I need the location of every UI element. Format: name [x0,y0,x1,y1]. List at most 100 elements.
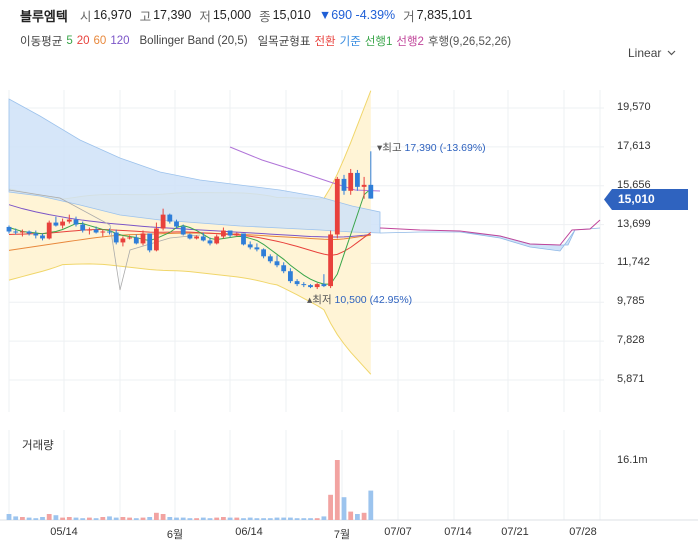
volume-bar [60,517,65,520]
volume-bar [20,517,25,520]
candle-body [214,236,220,244]
candle-body [127,237,132,239]
candle-body [133,237,139,244]
volume-bar [234,517,240,520]
candle-body [221,230,226,237]
date-tick-label: 07/21 [501,526,529,538]
candle-body [33,233,39,236]
candle-body [66,219,72,222]
candle-body [160,214,166,229]
candle-body [113,232,119,243]
candle-body [40,235,45,239]
price-tick-label: 13,699 [617,217,651,230]
candle-body [368,184,374,199]
candle-body [281,265,287,272]
candle-body [341,178,347,191]
candle-body [241,233,246,245]
high-annotation: ▾최고 17,390 (-13.69%) [377,142,486,154]
bollinger-label[interactable]: Bollinger Band (20,5) [139,35,248,47]
ma-label[interactable]: 이동평균 [20,36,63,48]
close-value: 15,010 [272,8,311,22]
volume-bar [100,517,106,520]
ichimoku-span1-label[interactable]: 선행1 [364,36,393,48]
candle-body [73,219,79,225]
candle-body [247,244,253,248]
candle-body [308,285,313,288]
ichimoku-label[interactable]: 일목균형표 [257,36,311,48]
volume-bar [361,512,367,520]
span2-future [379,219,601,246]
volume-bar [147,517,153,520]
price-tick-label: 15,656 [617,178,651,191]
ichimoku-lagging-label[interactable]: 후행(9,26,52,26) [427,36,512,48]
ichimoku-conversion-label[interactable]: 전환 [314,36,336,48]
ma60-line [8,232,371,251]
current-price-badge: 15,010 [604,189,688,210]
candle-body [174,221,179,227]
date-tick-label: 06/14 [235,526,263,538]
volume-bar [301,518,307,520]
scale-dropdown[interactable]: Linear [628,46,676,60]
price-tick-label: 19,570 [617,101,651,113]
chart-grid [0,90,698,521]
ma60-label[interactable]: 60 [93,35,107,47]
volume-bar [321,516,327,520]
volume-bar [261,518,266,520]
ichimoku-base-label[interactable]: 기준 [339,36,361,48]
candle-body [348,172,354,191]
candle-body [294,281,300,285]
volume-label: 거 [403,9,415,24]
candle-body [87,229,92,231]
candle-body [100,231,106,233]
candle-body [267,256,273,262]
indicator-lines [8,146,381,291]
volume-bar [241,518,246,520]
volume-bars [6,460,374,520]
candles [6,151,374,290]
volume-bar [140,517,146,520]
volume-bar [334,460,340,520]
candle-body [261,249,266,257]
change-value: ▼690 -4.39% [318,8,396,22]
candle-body [187,234,193,239]
candle-body [234,233,240,236]
lagging-line [229,146,381,192]
price-header: 블루엠텍 시 16,970 고 17,390 저 15,000 종 15,010… [20,6,480,24]
volume-bar [247,517,253,520]
volume-bar [53,515,59,520]
volume-bar [6,514,12,520]
candle-body [80,224,86,231]
volume-bar [288,517,293,520]
ma120-label[interactable]: 120 [110,35,130,47]
indicator-legend: 이동평균 5 20 60 120 Bollinger Band (20,5) 일… [20,33,515,49]
volume-bar [26,517,32,520]
volume-bar [328,494,333,520]
price-tick-label: 7,828 [617,334,645,347]
close-label: 종 [259,9,271,24]
candle-body [328,234,333,287]
date-tick-label: 7월 [333,529,351,541]
volume-bar [174,517,179,520]
volume-bar [194,518,199,520]
low-value: 15,000 [212,8,252,22]
price-tick-label: 9,785 [617,295,645,308]
ichimoku-span2-label[interactable]: 선행2 [396,36,424,48]
volume-bar [154,512,159,520]
candle-body [93,229,99,233]
candle-body [200,236,206,241]
ma20-label[interactable]: 20 [76,35,90,47]
volume-bar [167,517,173,520]
volume-bar [40,517,45,520]
volume-bar [127,517,132,520]
candle-body [154,228,159,251]
volume-bar [133,518,139,520]
candle-body [301,284,307,286]
price-tick-label: 5,871 [617,373,645,385]
ma5-label[interactable]: 5 [66,35,73,47]
candle-body [167,214,173,222]
volume-bar [180,517,186,520]
ma5-line [8,188,372,285]
low-annotation-value: 10,500 (42.95%) [334,294,413,306]
open-label: 시 [79,9,92,24]
